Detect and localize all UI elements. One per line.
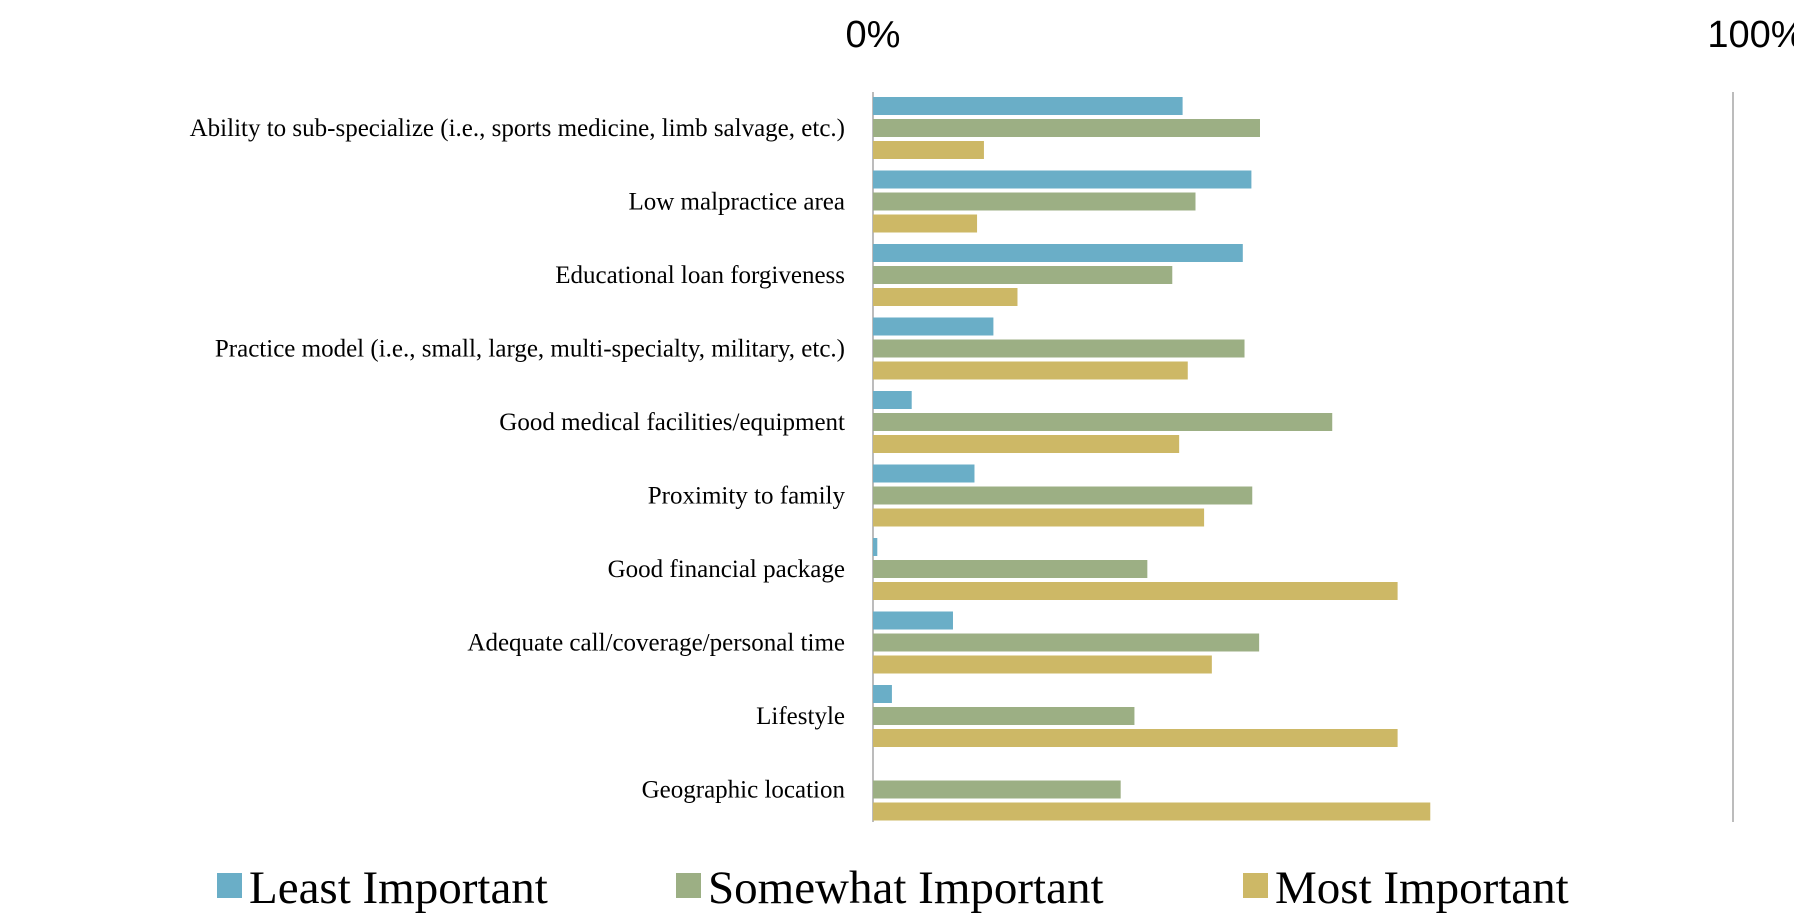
bar-least-important-0 [873, 97, 1183, 115]
bar-most-important-6 [873, 582, 1398, 600]
x-tick-label-0: 0% [846, 14, 901, 56]
bar-least-important-8 [873, 685, 892, 703]
category-label-9: Geographic location [642, 777, 846, 804]
bar-somewhat-important-8 [873, 707, 1135, 725]
category-label-6: Good financial package [608, 556, 845, 583]
bar-somewhat-important-5 [873, 486, 1253, 505]
bar-most-important-1 [873, 214, 978, 233]
bar-most-important-8 [873, 729, 1398, 747]
bar-least-important-6 [873, 538, 878, 556]
category-label-5: Proximity to family [648, 483, 846, 510]
legend-label-most-important: Most Important [1275, 862, 1569, 914]
bar-most-important-7 [873, 655, 1212, 674]
bar-least-important-3 [873, 317, 994, 336]
legend-swatch-most-important [1243, 873, 1268, 898]
bar-least-important-1 [873, 170, 1252, 189]
bar-most-important-2 [873, 288, 1018, 306]
bar-most-important-5 [873, 508, 1205, 527]
bar-somewhat-important-4 [873, 413, 1333, 431]
bar-somewhat-important-9 [873, 780, 1121, 799]
category-label-0: Ability to sub-specialize (i.e., sports … [190, 115, 845, 142]
bar-somewhat-important-3 [873, 339, 1245, 358]
category-labels-group: Ability to sub-specialize (i.e., sports … [190, 115, 846, 804]
bar-somewhat-important-1 [873, 192, 1196, 211]
legend-label-somewhat-important: Somewhat Important [708, 862, 1104, 914]
bar-least-important-7 [873, 611, 953, 630]
category-label-7: Adequate call/coverage/personal time [467, 630, 845, 657]
category-label-1: Low malpractice area [628, 189, 845, 216]
x-tick-label-100: 100% [1707, 14, 1794, 56]
bar-somewhat-important-0 [873, 119, 1260, 137]
bar-most-important-3 [873, 361, 1188, 380]
bar-most-important-4 [873, 435, 1180, 453]
bar-somewhat-important-2 [873, 266, 1173, 284]
bar-most-important-0 [873, 141, 984, 159]
bar-somewhat-important-6 [873, 560, 1148, 578]
category-label-4: Good medical facilities/equipment [499, 409, 845, 436]
category-label-3: Practice model (i.e., small, large, mult… [215, 336, 845, 363]
category-label-2: Educational loan forgiveness [555, 262, 845, 289]
bars-group [873, 97, 1431, 821]
bar-most-important-9 [873, 802, 1431, 821]
legend: Least Important Somewhat Important Most Im… [217, 862, 1569, 914]
legend-swatch-least-important [217, 873, 242, 898]
bar-least-important-2 [873, 244, 1243, 262]
bar-least-important-4 [873, 391, 912, 409]
category-label-8: Lifestyle [756, 703, 845, 730]
bar-somewhat-important-7 [873, 633, 1260, 652]
bar-least-important-5 [873, 464, 975, 483]
legend-swatch-somewhat-important [676, 873, 701, 898]
legend-label-least-important: Least Important [249, 862, 548, 914]
